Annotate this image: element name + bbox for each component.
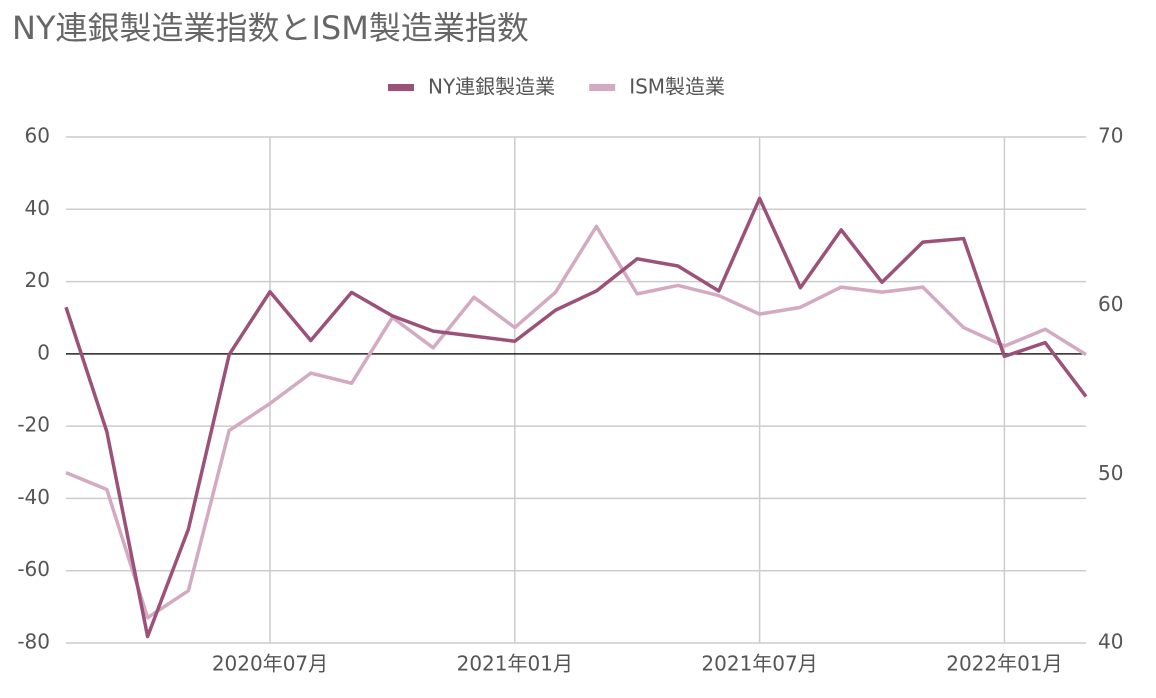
y-tick-label: -40 — [17, 485, 50, 509]
x-tick-label: 2021年07月 — [701, 652, 817, 676]
legend-swatch — [589, 84, 616, 91]
y-tick-label: 60 — [25, 124, 50, 148]
legend-label: NY連銀製造業 — [428, 75, 555, 99]
y2-tick-label: 50 — [1098, 461, 1123, 485]
x-tick-label: 2022年01月 — [946, 652, 1062, 676]
y-tick-label: -80 — [17, 630, 50, 654]
y2-tick-label: 70 — [1098, 124, 1123, 148]
series-line — [64, 196, 1088, 639]
y-tick-label: 0 — [37, 340, 50, 364]
y2-tick-label: 40 — [1098, 630, 1123, 654]
y-tick-label: 20 — [25, 268, 50, 292]
series-line — [65, 224, 1087, 620]
legend-swatch — [388, 84, 414, 91]
y-tick-label: -20 — [17, 413, 50, 437]
x-tick-label: 2020年07月 — [212, 652, 328, 676]
legend-label: ISM製造業 — [629, 75, 725, 99]
y-tick-label: 40 — [25, 196, 50, 220]
y-tick-label: -60 — [17, 557, 50, 581]
x-tick-label: 2021年01月 — [457, 652, 573, 676]
y2-tick-label: 60 — [1098, 292, 1123, 316]
chart-title: NY連銀製造業指数とISM製造業指数 — [12, 9, 529, 47]
